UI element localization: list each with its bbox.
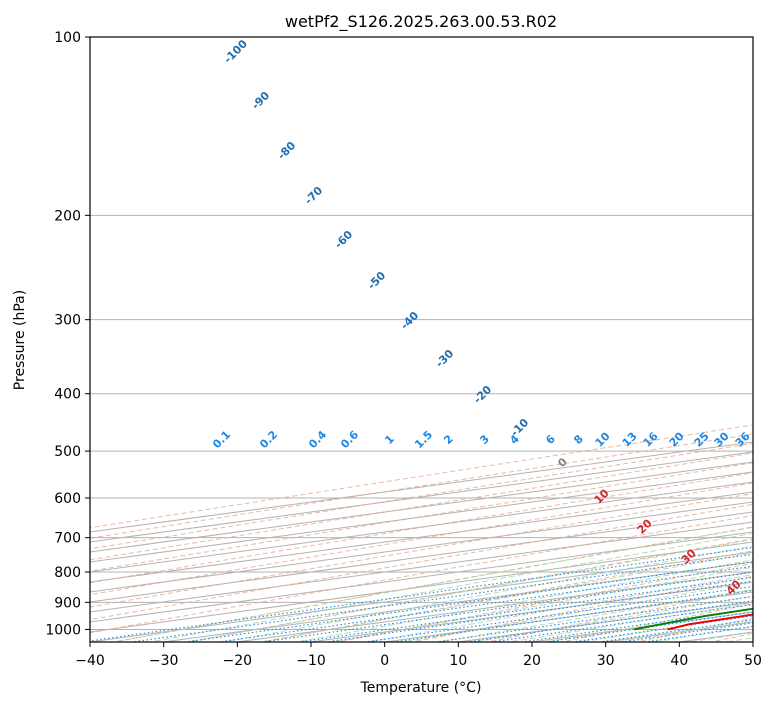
y-axis-ticks: 100 200 300 400 500 600 700 800 900 1000	[45, 30, 90, 638]
isotherm-line	[90, 481, 753, 573]
x-tick-label: −20	[223, 653, 253, 669]
x-axis-label: Temperature (°C)	[360, 680, 482, 696]
y-tick-label: 1000	[45, 622, 81, 638]
isotherm-line	[90, 531, 753, 623]
x-tick-label: 40	[670, 653, 688, 669]
dry-adiabat-line	[90, 503, 753, 621]
mixing-ratio-line	[128, 553, 753, 642]
mixing-ratio-line	[295, 576, 753, 642]
y-tick-label: 200	[54, 208, 81, 224]
x-tick-label: 10	[449, 653, 467, 669]
x-tick-label: 20	[523, 653, 541, 669]
x-tick-label: −10	[296, 653, 326, 669]
isotherm-line	[90, 501, 753, 593]
dry-adiabat-line	[410, 575, 753, 642]
isotherm-line	[90, 471, 753, 563]
mixing-ratio-line	[215, 565, 753, 642]
dry-adiabat-line	[260, 550, 753, 642]
x-tick-label: 50	[744, 653, 762, 669]
moist-adiabat-line	[257, 552, 753, 642]
isotherm-lines	[90, 441, 753, 642]
moist-adiabat-line	[147, 532, 753, 642]
moist-adiabat-line	[435, 588, 753, 642]
moist-adiabat-line	[184, 539, 753, 642]
mixing-ratio-line	[568, 615, 753, 642]
y-axis-label: Pressure (hPa)	[12, 290, 28, 390]
moist-adiabat-line	[110, 526, 753, 642]
x-tick-label: −30	[149, 653, 179, 669]
y-tick-label: 600	[54, 491, 81, 507]
y-tick-label: 700	[54, 531, 81, 547]
isotherm-line	[90, 541, 753, 633]
dry-adiabat-line	[485, 589, 753, 642]
mixing-ratio-line	[542, 611, 753, 642]
mixing-ratio-lines	[90, 546, 753, 642]
y-tick-label: 300	[54, 313, 81, 329]
moist-adiabat-line	[364, 574, 753, 642]
isotherm-line	[90, 511, 753, 603]
y-tick-label: 900	[54, 595, 81, 611]
y-tick-label: 100	[54, 30, 81, 46]
plot-area: -100-90-80-70-60-50-40-30-20-100.1 0.2 0.4…	[90, 37, 753, 642]
mixing-ratio-line	[258, 571, 753, 642]
y-tick-label: 500	[54, 444, 81, 460]
dry-adiabat-line	[90, 452, 753, 561]
mixing-ratio-line	[181, 561, 753, 642]
isotherm-line	[90, 521, 753, 613]
x-tick-label: 0	[380, 653, 389, 669]
dry-adiabat-line	[90, 493, 753, 608]
dry-adiabat-line	[90, 433, 753, 539]
isotherm-line	[90, 491, 753, 583]
y-tick-label: 800	[54, 565, 81, 581]
dry-adiabat-line	[335, 562, 753, 642]
mixing-ratio-line	[596, 619, 753, 642]
y-tick-label: 400	[54, 387, 81, 403]
x-tick-label: −40	[75, 653, 105, 669]
x-tick-label: 30	[597, 653, 615, 669]
dry-adiabat-line	[90, 472, 753, 584]
moist-adiabat-line	[220, 545, 753, 642]
moist-adiabat-lines	[110, 526, 753, 642]
isotherm-line	[90, 461, 753, 553]
plot-frame	[89, 36, 754, 643]
x-axis-ticks: −40 −30 −20 −10 0 10 20 30 40 50	[75, 642, 762, 669]
moist-adiabat-line	[293, 559, 753, 642]
chart-title: wetPf2_S126.2025.263.00.53.R02	[285, 12, 557, 32]
